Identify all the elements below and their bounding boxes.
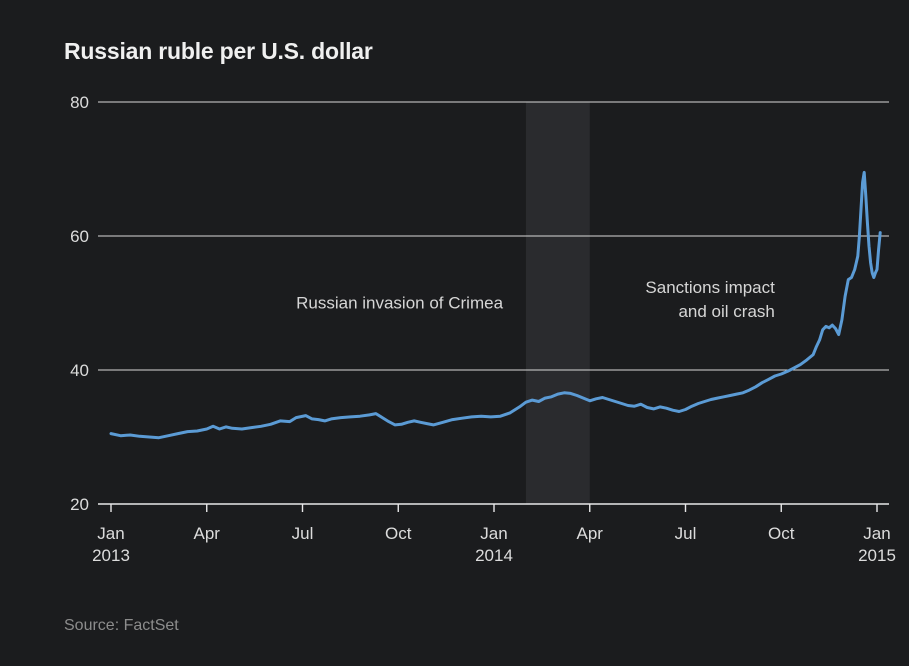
x-tick-label: Jan [480, 524, 507, 543]
x-tick-label: Apr [577, 524, 604, 543]
chart-title: Russian ruble per U.S. dollar [64, 38, 373, 64]
x-tick-label: 2013 [92, 546, 130, 565]
annotation-label: and oil crash [678, 302, 774, 321]
annotation-label: Sanctions impact [645, 278, 775, 297]
y-tick-label: 80 [70, 93, 89, 112]
x-tick-label: 2015 [858, 546, 896, 565]
annotation-label: Russian invasion of Crimea [296, 293, 503, 312]
y-tick-label: 40 [70, 361, 89, 380]
y-tick-label: 60 [70, 227, 89, 246]
x-tick-label: Oct [385, 524, 412, 543]
source-note: Source: FactSet [64, 617, 179, 634]
shaded-period-crimea [525, 102, 590, 504]
series-line-ruble [109, 170, 882, 440]
x-tick-label: Jan [97, 524, 124, 543]
y-tick-label: 20 [70, 495, 89, 514]
x-tick-label: Jan [863, 524, 890, 543]
x-tick-label: Jul [292, 524, 314, 543]
x-tick-label: Jul [675, 524, 697, 543]
x-tick-label: Apr [194, 524, 221, 543]
x-tick-label: 2014 [475, 546, 513, 565]
x-tick-label: Oct [768, 524, 795, 543]
